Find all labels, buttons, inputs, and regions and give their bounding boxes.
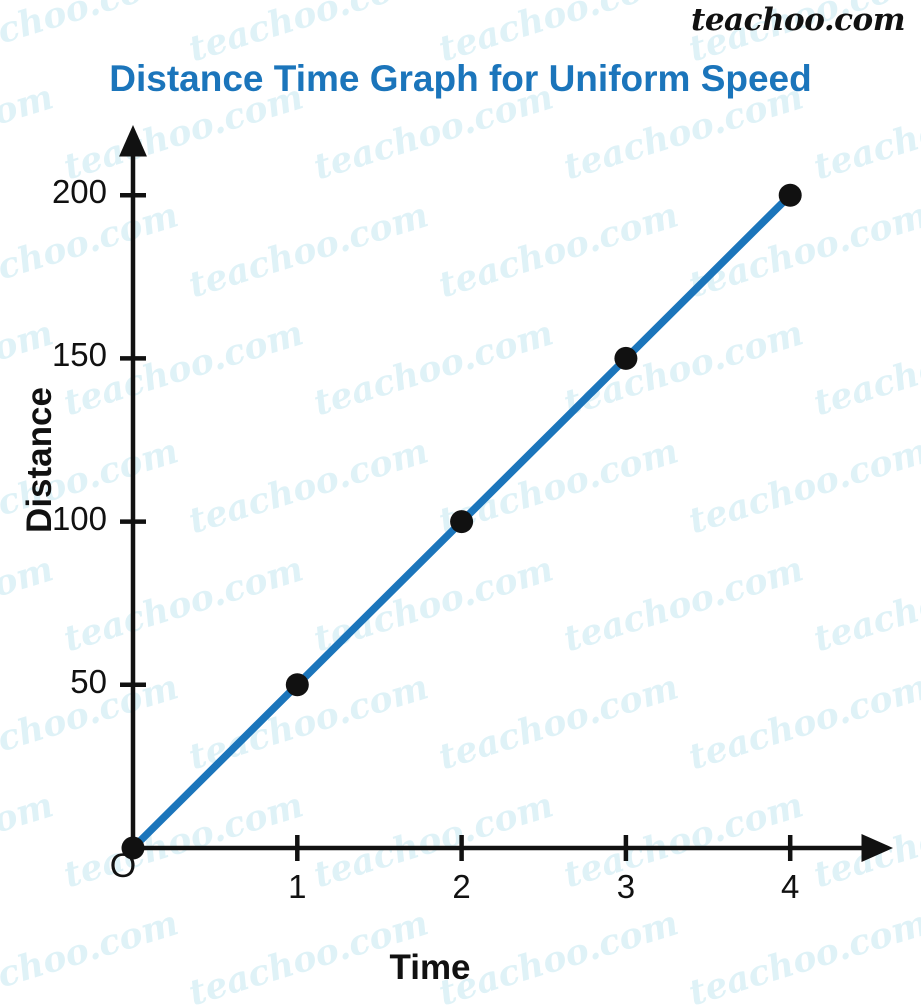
axes-group bbox=[119, 125, 893, 862]
data-point-marker bbox=[121, 836, 145, 860]
x-tick-label: 1 bbox=[288, 868, 307, 905]
y-tick-label: 100 bbox=[51, 499, 107, 537]
x-tick-label: 4 bbox=[781, 868, 800, 905]
teachoo-logo: teachoo.com bbox=[691, 2, 906, 38]
y-tick-label: 150 bbox=[51, 336, 107, 374]
y-tick-label: 50 bbox=[70, 662, 107, 700]
data-point-marker bbox=[285, 673, 309, 697]
y-axis-title: Distance bbox=[20, 387, 59, 533]
data-markers bbox=[121, 183, 802, 860]
data-point-marker bbox=[778, 183, 802, 207]
data-point-marker bbox=[614, 346, 638, 370]
chart-title: Distance Time Graph for Uniform Speed bbox=[109, 58, 812, 99]
data-point-marker bbox=[450, 510, 474, 534]
axis-ticks bbox=[120, 192, 793, 861]
origin-label: O bbox=[109, 847, 137, 885]
x-axis-title: Time bbox=[389, 948, 471, 987]
x-tick-label: 3 bbox=[616, 868, 636, 905]
x-tick-label: 2 bbox=[452, 868, 471, 905]
y-tick-label: 200 bbox=[51, 173, 107, 211]
